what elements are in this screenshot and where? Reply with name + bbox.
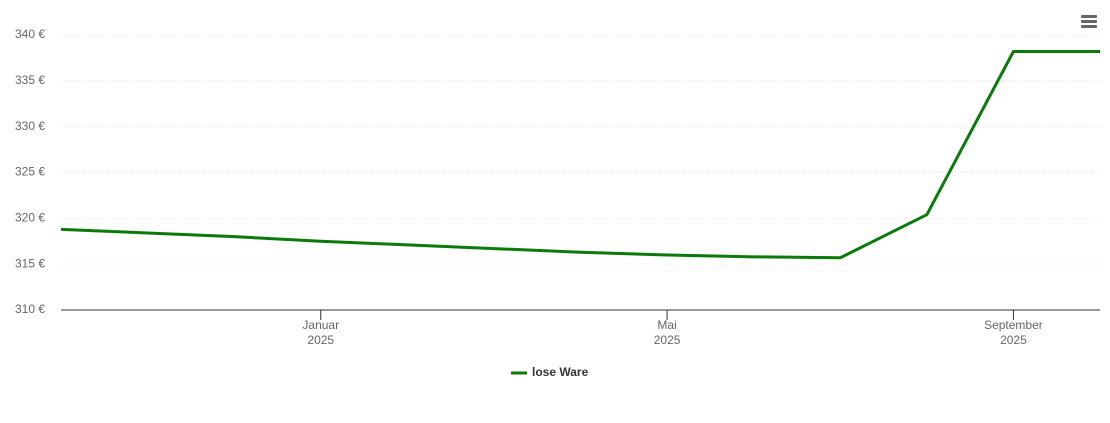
line: [60, 50, 1100, 260]
menu-button[interactable]: [1078, 10, 1100, 32]
y-tick-label: 335 €: [15, 73, 45, 87]
legend-text: lose Ware: [532, 365, 589, 379]
legend-item[interactable]: lose Ware: [511, 365, 589, 379]
x-tick-label: Januar: [302, 318, 339, 332]
x-tick-year: 2025: [1000, 333, 1027, 347]
y-tick-label: 310 €: [15, 302, 45, 316]
x-tick-year: 2025: [654, 333, 681, 347]
x-tick-year: 2025: [307, 333, 334, 347]
y-tick-label: 320 €: [15, 211, 45, 225]
x-tick-label: September: [984, 318, 1043, 332]
y-tick-label: 340 €: [15, 27, 45, 41]
y-tick-label: 325 €: [15, 165, 45, 179]
x-tick-label: Mai: [657, 318, 676, 332]
y-tick-label: 315 €: [15, 256, 45, 270]
y-tick-label: 330 €: [15, 119, 45, 133]
